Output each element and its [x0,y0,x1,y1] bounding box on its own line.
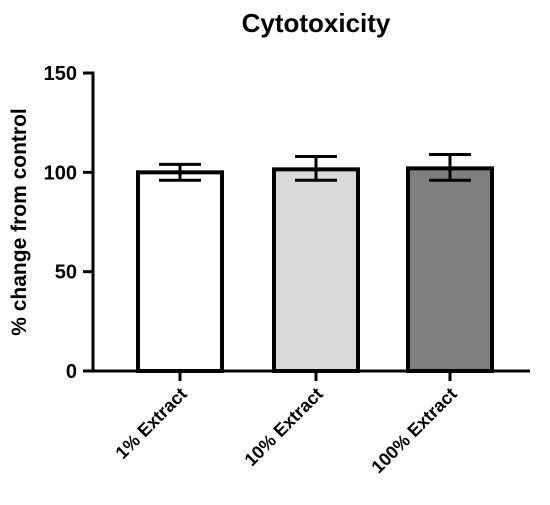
chart-title: Cytotoxicity [242,8,391,38]
y-tick-label: 150 [44,63,77,85]
bar [272,167,360,373]
bar [136,170,224,373]
y-axis-label: % change from control [8,108,31,336]
bar [406,166,494,373]
bars [136,166,494,373]
y-tick-label: 50 [55,262,77,284]
x-tick-label: 1% Extract [112,384,191,463]
x-tick-label: 100% Extract [367,384,460,477]
error-bars [159,152,471,182]
x-tick-label: 10% Extract [241,384,327,470]
tick-labels: 0 50 100 150 1% Extract 10% Extract 100% Extra… [44,63,461,477]
y-tick-label: 0 [66,361,77,383]
y-tick-label: 100 [44,162,77,184]
